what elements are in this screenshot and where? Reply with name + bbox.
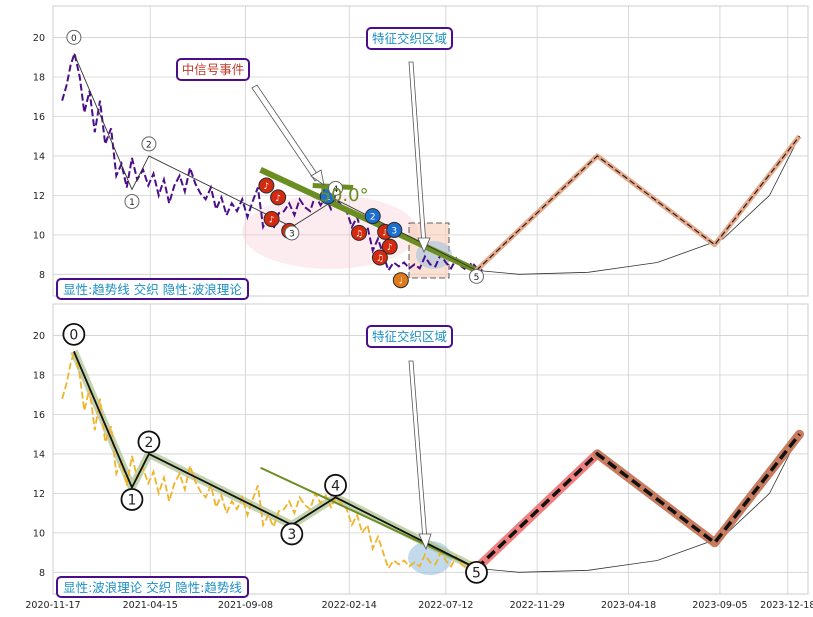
y-tick-label: 18 xyxy=(33,73,45,84)
signal-marker-label: ♪ xyxy=(382,228,388,238)
x-tick-label: 2022-02-14 xyxy=(322,600,377,611)
wave-point-label: 2 xyxy=(137,430,161,454)
wave-point-number: 5 xyxy=(472,565,481,581)
y-tick-label: 20 xyxy=(33,33,45,44)
wave-point-number: 3 xyxy=(287,527,296,543)
signal-marker: 3 xyxy=(386,221,403,238)
wave-point-label: 3 xyxy=(284,225,300,241)
projection-arc xyxy=(476,136,800,275)
top-grid xyxy=(52,6,808,296)
signal-marker-label: ♫ xyxy=(355,229,363,239)
y-tick-label: 10 xyxy=(33,230,45,241)
top-legend-label: 显性:趋势线 交织 隐性:波浪理论 xyxy=(63,282,242,297)
top-y-tick-labels: 8 10 12 14 16 18 20 xyxy=(33,33,45,281)
y-tick-label: 8 xyxy=(39,568,45,579)
signal-marker-label: ♪ xyxy=(275,194,281,204)
trendline xyxy=(260,466,477,570)
signal-marker: ♪ xyxy=(270,189,287,206)
top-zone-label-box: 特征交织区域 xyxy=(366,27,453,50)
signal-marker-label: ♪ xyxy=(269,216,275,226)
wave-point-number: 4 xyxy=(331,478,340,494)
signal-marker-label: 3 xyxy=(391,226,397,236)
projection-line xyxy=(475,433,801,570)
y-tick-label: 16 xyxy=(33,410,45,421)
wave-point-number: 0 xyxy=(71,34,77,44)
y-tick-label: 12 xyxy=(33,191,45,202)
x-tick-label: 2021-09-08 xyxy=(218,600,273,611)
wave-point-label: 5 xyxy=(465,560,488,584)
wave-point-label: 5 xyxy=(469,268,485,284)
wave-path xyxy=(73,53,477,271)
x-tick-label: 2022-07-12 xyxy=(418,600,473,611)
x-tick-label: 2022-11-29 xyxy=(510,600,565,611)
signal-marker-label: 1 xyxy=(325,193,331,203)
x-tick-label: 2023-04-18 xyxy=(601,600,656,611)
signal-marker: ♪ xyxy=(381,238,398,255)
wave-point-label: 0 xyxy=(62,322,86,346)
price-series-line xyxy=(61,347,483,571)
wave-point-number: 2 xyxy=(144,435,153,451)
signal-marker: 2 xyxy=(364,208,381,225)
projection-line xyxy=(476,135,800,271)
wave-point-number: 0 xyxy=(69,327,78,343)
top-zone-arrow xyxy=(408,61,431,254)
y-tick-label: 14 xyxy=(33,151,45,162)
y-tick-label: 12 xyxy=(33,489,45,500)
signal-marker-label: ♫ xyxy=(376,254,384,264)
wave-point-number: 2 xyxy=(146,140,152,150)
x-tick-label: 2023-12-18 xyxy=(760,600,813,611)
wave-point-number: 4 xyxy=(333,185,339,195)
wave-point-label: 1 xyxy=(120,488,144,511)
y-tick-label: 14 xyxy=(33,449,45,460)
bottom-legend-label: 显性:波浪理论 交织 隐性:趋势线 xyxy=(63,580,242,595)
y-tick-label: 8 xyxy=(39,270,45,281)
signal-marker-label: ♪ xyxy=(387,243,393,253)
signal-marker: ♪ xyxy=(263,211,280,228)
signal-marker-label: 2 xyxy=(370,213,376,223)
bottom-legend-box: 显性:波浪理论 交织 隐性:趋势线 xyxy=(56,576,249,598)
signal-marker-label: ♪ xyxy=(264,182,270,192)
wave-point-label: 0 xyxy=(66,29,82,45)
wave-point-label: 3 xyxy=(280,522,304,546)
bottom-chart-marks: 0 1 2 3 4 5 xyxy=(61,322,805,584)
top-legend-box: 显性:趋势线 交织 隐性:波浪理论 xyxy=(56,278,249,300)
bottom-zone-label-box: 特征交织区域 xyxy=(366,325,453,348)
bottom-zone-arrow xyxy=(408,360,432,551)
signal-marker: ♫ xyxy=(351,224,368,241)
signal-marker: ♩ xyxy=(392,272,409,289)
wave-point-label: 4 xyxy=(328,180,344,196)
top-zone-label: 特征交织区域 xyxy=(372,31,447,46)
wave-point-number: 5 xyxy=(474,273,480,283)
bottom-y-tick-labels: 8 10 12 14 16 18 20 xyxy=(33,331,45,579)
wave-point-label: 1 xyxy=(124,193,140,209)
trend-angle-label: -50.0° xyxy=(313,185,369,206)
wave-path xyxy=(73,350,477,570)
signal-marker: ♫ xyxy=(371,249,388,266)
wave-point-label: 2 xyxy=(141,136,157,152)
x-tick-label: 2023-09-05 xyxy=(692,600,747,611)
wave-point-number: 3 xyxy=(289,229,295,239)
projection-arc xyxy=(476,434,800,573)
wave-point-number: 1 xyxy=(129,198,135,208)
signal-marker: ♪ xyxy=(258,177,275,194)
signal-label: 中信号事件 xyxy=(182,62,245,77)
bottom-zone-label: 特征交织区域 xyxy=(372,329,447,344)
y-tick-label: 20 xyxy=(33,331,45,342)
signal-label-box: 中信号事件 xyxy=(176,58,250,81)
signal-marker-label: ♩ xyxy=(399,277,403,287)
y-tick-label: 18 xyxy=(33,371,45,382)
top-signal-arrow xyxy=(251,84,325,186)
wave-point-number: 1 xyxy=(127,492,136,508)
x-tick-label: 2020-11-17 xyxy=(25,600,80,611)
wave-point-label: 4 xyxy=(324,473,347,497)
y-tick-label: 10 xyxy=(33,528,45,539)
y-tick-label: 16 xyxy=(33,112,45,123)
x-tick-labels: 2020-11-17 2021-04-15 2021-09-08 2022-02-14… xyxy=(25,600,813,611)
x-tick-label: 2021-04-15 xyxy=(123,600,178,611)
